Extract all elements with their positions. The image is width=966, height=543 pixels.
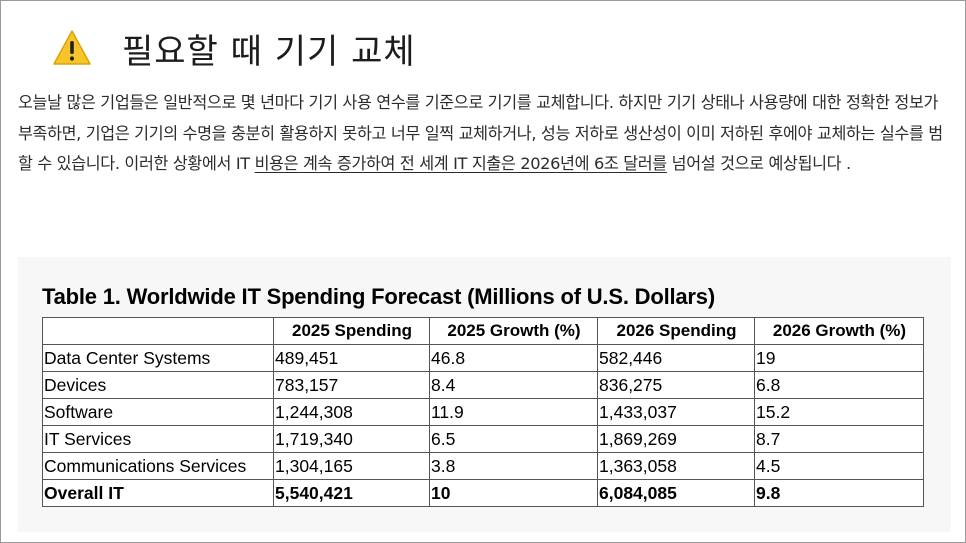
header-cell-category [42, 317, 274, 345]
row-2026-growth: 15.2 [754, 398, 924, 426]
spending-link[interactable]: 비용은 계속 증가하여 전 세계 IT 지출은 2026년에 6조 달러를 [254, 154, 668, 173]
row-2026-growth: 9.8 [754, 479, 924, 507]
row-2025-growth: 6.5 [429, 425, 598, 453]
paragraph-text-2: 넘어설 것으로 예상됩니다 . [666, 154, 852, 173]
row-category: Overall IT [42, 479, 274, 507]
row-2026-growth: 19 [754, 344, 924, 372]
row-2025-spending: 5,540,421 [273, 479, 430, 507]
paragraph-text-1: 오늘날 많은 기업들은 일반적으로 몇 년마다 기기 사용 연수를 기준으로 기… [18, 93, 943, 173]
row-category: Data Center Systems [42, 344, 274, 372]
table-row: Devices 783,157 8.4 836,275 6.8 [42, 371, 924, 399]
row-category: Communications Services [42, 452, 274, 480]
row-category: Software [42, 398, 274, 426]
warning-icon [53, 30, 91, 65]
header-cell-2026-growth: 2026 Growth (%) [754, 317, 924, 345]
row-2026-growth: 8.7 [754, 425, 924, 453]
row-2026-spending: 582,446 [597, 344, 755, 372]
row-2025-growth: 8.4 [429, 371, 598, 399]
row-2025-spending: 783,157 [273, 371, 430, 399]
header-cell-2025-spending: 2025 Spending [273, 317, 430, 345]
row-2025-growth: 3.8 [429, 452, 598, 480]
row-2025-spending: 1,304,165 [273, 452, 430, 480]
row-category: Devices [42, 371, 274, 399]
row-2026-spending: 1,363,058 [597, 452, 755, 480]
table-title: Table 1. Worldwide IT Spending Forecast … [42, 284, 715, 309]
row-2025-growth: 10 [429, 479, 598, 507]
section-heading: 필요할 때 기기 교체 [52, 24, 416, 72]
header-cell-2026-spending: 2026 Spending [597, 317, 755, 345]
row-2026-spending: 1,869,269 [597, 425, 755, 453]
row-2026-growth: 4.5 [754, 452, 924, 480]
table-row: Communications Services 1,304,165 3.8 1,… [42, 452, 924, 480]
row-2026-spending: 1,433,037 [597, 398, 755, 426]
row-2025-spending: 1,244,308 [273, 398, 430, 426]
row-2025-spending: 1,719,340 [273, 425, 430, 453]
row-2026-spending: 6,084,085 [597, 479, 755, 507]
row-2026-growth: 6.8 [754, 371, 924, 399]
row-2025-growth: 11.9 [429, 398, 598, 426]
row-2025-spending: 489,451 [273, 344, 430, 372]
table-row: Software 1,244,308 11.9 1,433,037 15.2 [42, 398, 924, 426]
header-cell-2025-growth: 2025 Growth (%) [429, 317, 598, 345]
row-category: IT Services [42, 425, 274, 453]
heading-title: 필요할 때 기기 교체 [122, 31, 416, 72]
table-header-row: 2025 Spending 2025 Growth (%) 2026 Spend… [42, 317, 924, 345]
row-2025-growth: 46.8 [429, 344, 598, 372]
table-row-total: Overall IT 5,540,421 10 6,084,085 9.8 [42, 479, 924, 507]
body-paragraph: 오늘날 많은 기업들은 일반적으로 몇 년마다 기기 사용 연수를 기준으로 기… [18, 88, 948, 180]
row-2026-spending: 836,275 [597, 371, 755, 399]
table-row: IT Services 1,719,340 6.5 1,869,269 8.7 [42, 425, 924, 453]
forecast-table: 2025 Spending 2025 Growth (%) 2026 Spend… [42, 317, 924, 507]
table-row: Data Center Systems 489,451 46.8 582,446… [42, 344, 924, 372]
